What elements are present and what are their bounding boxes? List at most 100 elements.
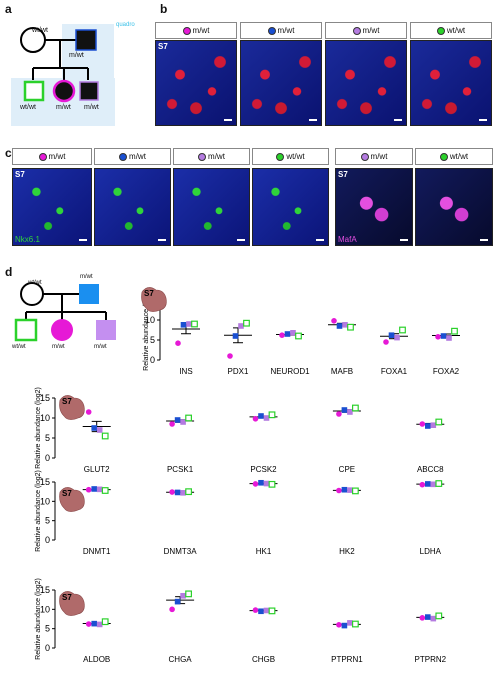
- panel-c-image-5: [415, 168, 493, 246]
- chart-3-point-3-0: [336, 622, 342, 628]
- panel-b-header-0-label: m/wt: [192, 26, 210, 35]
- panel-c-header-0-dot-icon: [38, 152, 47, 161]
- chart-3-point-3-3: [352, 620, 359, 628]
- chart-3-point-2-1: [258, 608, 264, 615]
- panel-c-image-4-stage-label: S7: [338, 170, 348, 179]
- chart-3-stage-label: S7: [62, 593, 72, 602]
- chart-2-point-2-0: [252, 481, 259, 487]
- chart-3-point-4-1: [425, 614, 431, 620]
- panel-letter-d: d: [5, 265, 13, 279]
- chart-2-point-4-3: [435, 480, 443, 487]
- chart-3-point-1-3: [185, 590, 193, 598]
- panel-c-header-5: wt/wt: [415, 148, 493, 165]
- chart-0-ylabel: Relative abundance (log2): [143, 289, 150, 371]
- chart-1-point-4-1: [425, 423, 431, 429]
- panel-c-header-0: m/wt: [12, 148, 92, 165]
- chart-0-point-3-1: [336, 323, 343, 329]
- chart-0-stage-tissue-icon: [141, 287, 167, 312]
- panel-c-image-0: S7 Nkx6.1: [12, 168, 92, 246]
- chart-3-point-4-3: [435, 612, 443, 620]
- panel-c-header-3-dot-icon: [276, 152, 285, 161]
- pedigree-a-mother-label: m/wt: [69, 52, 84, 59]
- pedigree-a-father-symbol: [20, 27, 46, 53]
- chart-2-category-label-3: HK2: [339, 547, 355, 556]
- panel-c-header-2-dot-icon: [198, 152, 207, 161]
- chart-2-point-3-3: [352, 487, 359, 495]
- pedigree-d-svg: [14, 282, 116, 342]
- chart-0-point-0-2: [186, 321, 192, 327]
- pedigree-d-mother-label: m/wt: [80, 274, 93, 280]
- chart-1-category-label-4: ABCC8: [417, 465, 444, 474]
- chart-0-point-1-2: [238, 323, 244, 329]
- chart-0-point-0-3: [191, 320, 198, 328]
- chart-3-category-label-1: CHGA: [169, 655, 193, 664]
- panel-c-header-1: m/wt: [94, 148, 171, 165]
- chart-3-point-1-2: [180, 593, 186, 599]
- chart-1-point-2-3: [268, 411, 276, 419]
- chart-1-point-4-2: [430, 422, 437, 428]
- panel-letter-b: b: [160, 2, 168, 16]
- chart-1-point-1-0: [169, 421, 175, 427]
- chart-1-point-2-1: [258, 413, 264, 419]
- chart-1-point-4-0: [419, 421, 426, 427]
- chart-2-point-3-0: [336, 487, 342, 494]
- chart-3-category-label-0: ALDOB: [83, 655, 110, 664]
- panel-c-image-0-stage-label: S7: [15, 170, 25, 179]
- chart-0-point-4-1: [388, 332, 395, 338]
- panel-b-header-0: m/wt: [155, 22, 237, 39]
- chart-0-point-5-1: [440, 333, 447, 339]
- chart-3-point-3-1: [341, 622, 348, 629]
- chart-0-point-1-1: [232, 333, 239, 339]
- chart-1-point-2-2: [263, 415, 270, 421]
- chart-3-point-2-0: [252, 607, 259, 613]
- panel-b-image-2: [325, 40, 407, 126]
- chart-2-stage-label: S7: [62, 489, 72, 498]
- pedigree-a-child3-label: m/wt: [84, 104, 99, 111]
- panel-letter-a: a: [5, 2, 12, 16]
- chart-0-point-3-3: [347, 323, 354, 331]
- chart-2-point-1-0: [169, 489, 175, 495]
- chart-0-point-0-0: [175, 340, 181, 347]
- chart-1-ytick-label-2: 10: [40, 413, 50, 423]
- chart-0-category-label-1: PDX1: [228, 367, 249, 376]
- chart-0-point-2-2: [290, 330, 296, 336]
- panel-c-image-4: S7 MafA: [335, 168, 413, 246]
- chart-1-category-label-0: GLUT2: [84, 465, 110, 474]
- chart-3-point-0-3: [101, 618, 109, 626]
- pedigree-d-child2-label: m/wt: [52, 344, 65, 350]
- chart-2-category-label-1: DNMT3A: [164, 547, 198, 556]
- chart-0-category-label-3: MAFB: [331, 367, 353, 376]
- panel-c-image-3: [252, 168, 329, 246]
- panel-b-header-3-dot-icon: [436, 26, 445, 35]
- panel-b-image-1: [240, 40, 322, 126]
- panel-b-header-3: wt/wt: [410, 22, 492, 39]
- panel-c-header-5-dot-icon: [439, 152, 448, 161]
- chart-0-point-4-3: [399, 326, 406, 334]
- chart-1-stage-label: S7: [62, 397, 72, 406]
- chart-2-point-2-2: [263, 480, 270, 487]
- chart-3-ytick-label-3: 15: [40, 585, 50, 595]
- chart-2-point-4-2: [430, 481, 437, 488]
- chart-0-point-2-0: [279, 332, 285, 339]
- chart-3-ytick-label-2: 10: [40, 604, 50, 614]
- chart-1-point-0-3: [101, 432, 109, 440]
- panel-b-header-1: m/wt: [240, 22, 322, 39]
- chart-3-point-4-2: [430, 615, 437, 622]
- chart-2-point-1-3: [185, 488, 193, 496]
- panel-b-header-1-dot-icon: [267, 26, 276, 35]
- chart-1-ytick-label-0: 0: [45, 453, 50, 463]
- chart-3-point-3-2: [347, 620, 353, 626]
- panel-c-header-3-label: wt/wt: [286, 152, 305, 161]
- chart-1-category-label-2: PCSK2: [250, 465, 277, 474]
- panel-b-image-0-scale-bar: [224, 119, 232, 121]
- chart-1-ylabel: Relative abundance (log2): [35, 387, 42, 469]
- chart-3-point-2-2: [263, 607, 270, 614]
- panel-c-header-5-label: wt/wt: [449, 152, 469, 161]
- chart-0-ytick-label-1: 5: [150, 335, 155, 345]
- pedigree-a-child2-label: m/wt: [56, 104, 71, 111]
- chart-1-point-0-2: [96, 427, 103, 433]
- chart-1-stage-tissue-icon: [59, 395, 85, 420]
- chart-1-category-label-3: CPE: [339, 465, 355, 474]
- chart-2-ytick-label-2: 10: [40, 496, 50, 506]
